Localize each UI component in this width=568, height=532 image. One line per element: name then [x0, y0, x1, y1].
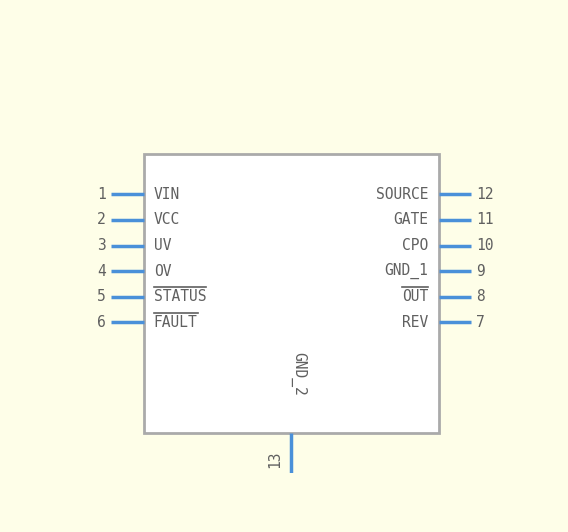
Text: 1: 1 [97, 187, 106, 202]
Text: OV: OV [154, 264, 172, 279]
Text: STATUS: STATUS [154, 289, 206, 304]
Text: OUT: OUT [402, 289, 428, 304]
Text: GND_2: GND_2 [290, 352, 307, 396]
Text: SOURCE: SOURCE [376, 187, 428, 202]
Text: 11: 11 [476, 212, 494, 228]
Text: 8: 8 [476, 289, 485, 304]
Text: 9: 9 [476, 264, 485, 279]
Bar [144, 154, 438, 433]
Text: 10: 10 [476, 238, 494, 253]
Text: 3: 3 [97, 238, 106, 253]
Text: UV: UV [154, 238, 172, 253]
Text: GND_1: GND_1 [385, 263, 428, 279]
Text: CPO: CPO [402, 238, 428, 253]
Text: 5: 5 [97, 289, 106, 304]
Text: GATE: GATE [393, 212, 428, 228]
Text: FAULT: FAULT [154, 315, 198, 330]
Text: 13: 13 [267, 451, 282, 468]
Text: VCC: VCC [154, 212, 180, 228]
Text: 12: 12 [476, 187, 494, 202]
Text: VIN: VIN [154, 187, 180, 202]
Text: 6: 6 [97, 315, 106, 330]
Text: REV: REV [402, 315, 428, 330]
Text: 2: 2 [97, 212, 106, 228]
Text: 4: 4 [97, 264, 106, 279]
Text: 7: 7 [476, 315, 485, 330]
